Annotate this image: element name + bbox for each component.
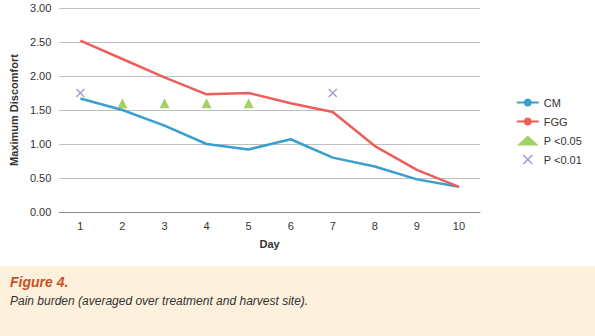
svg-text:1.50: 1.50 [30, 104, 51, 116]
svg-text:P <0.01: P <0.01 [544, 154, 582, 166]
svg-text:4: 4 [203, 220, 209, 232]
svg-text:10: 10 [453, 220, 465, 232]
svg-text:2: 2 [119, 220, 125, 232]
svg-text:6: 6 [288, 220, 294, 232]
svg-text:2.50: 2.50 [30, 36, 51, 48]
svg-text:8: 8 [372, 220, 378, 232]
html-text:Figure 4.: Figure 4. [10, 274, 69, 290]
svg-text:0.50: 0.50 [30, 172, 51, 184]
svg-text:1: 1 [77, 220, 83, 232]
html-text:Pain burden (averaged over tre: Pain burden (averaged over treatment and… [10, 294, 309, 308]
svg-text:1.00: 1.00 [30, 138, 51, 150]
svg-text:9: 9 [414, 220, 420, 232]
svg-text:7: 7 [330, 220, 336, 232]
svg-text:0.00: 0.00 [30, 206, 51, 218]
svg-text:5: 5 [246, 220, 252, 232]
svg-text:Day: Day [260, 238, 281, 250]
svg-text:3.00: 3.00 [30, 2, 51, 14]
svg-text:FGG: FGG [544, 116, 568, 128]
svg-text:P <0.05: P <0.05 [544, 135, 582, 147]
svg-text:3: 3 [161, 220, 167, 232]
svg-text:CM: CM [544, 97, 561, 109]
svg-text:Maximum Discomfort: Maximum Discomfort [8, 54, 20, 166]
svg-text:2.00: 2.00 [30, 70, 51, 82]
